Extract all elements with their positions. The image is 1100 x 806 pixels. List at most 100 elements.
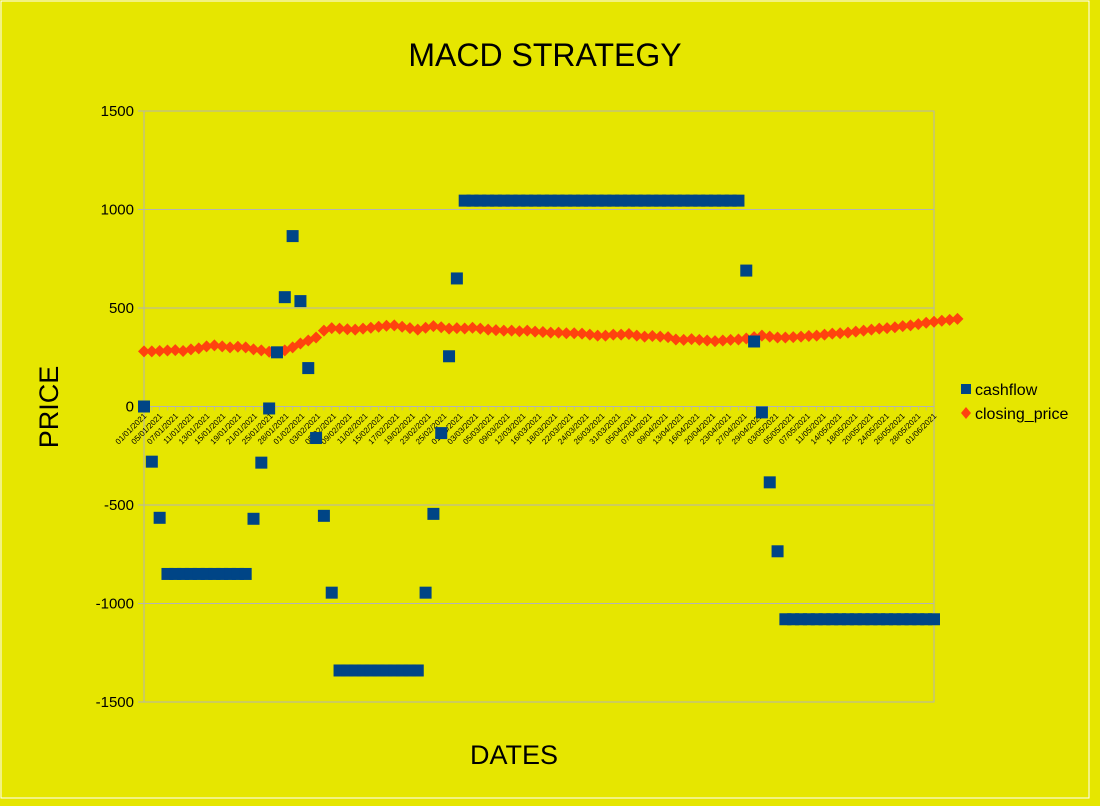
cashflow-point — [771, 545, 784, 558]
cashflow-point — [270, 346, 283, 359]
chart-title: MACD STRATEGY — [408, 37, 681, 73]
closing-price-point — [325, 322, 338, 335]
closing-price-point — [693, 333, 706, 346]
closing-price-point — [576, 327, 589, 340]
cashflow-point — [239, 567, 252, 580]
closing-price-point — [622, 328, 635, 341]
cashflow-point — [255, 456, 268, 469]
closing-price-point — [247, 343, 260, 356]
closing-price-point — [216, 340, 229, 353]
cashflow-point — [153, 511, 166, 524]
closing-price-point — [357, 322, 370, 335]
closing-price-point — [560, 327, 573, 340]
y-tick-label: -1000 — [96, 596, 134, 613]
y-tick-label: 500 — [109, 300, 134, 317]
closing-price-point — [372, 320, 385, 333]
closing-price-point — [536, 326, 549, 339]
closing-price-point — [834, 327, 847, 340]
closing-price-point — [255, 344, 268, 357]
closing-price-point — [951, 312, 964, 325]
cashflow-point — [317, 509, 330, 522]
closing-price-point — [888, 321, 901, 334]
closing-price-point — [489, 324, 502, 337]
closing-price-point — [599, 329, 612, 342]
closing-price-point — [857, 324, 870, 337]
y-tick-labels: -1500 -1000 -500 0 500 1000 1500 — [96, 103, 134, 711]
closing-price-point — [552, 326, 565, 339]
closing-price-point — [646, 329, 659, 342]
cashflow-point — [263, 402, 276, 415]
closing-price-point — [396, 320, 409, 333]
closing-price-point — [138, 345, 150, 358]
closing-price-point — [630, 329, 643, 342]
closing-price-point — [568, 327, 581, 340]
cashflow-point — [732, 194, 745, 207]
closing-price-point — [724, 333, 737, 346]
closing-price-point — [224, 341, 237, 354]
closing-price-point — [873, 322, 886, 335]
closing-price-point — [708, 335, 721, 348]
cashflow-point — [419, 586, 432, 599]
cashflow-point — [411, 664, 424, 677]
closing-price-point — [591, 329, 604, 342]
closing-price-point — [920, 316, 933, 329]
closing-price-point — [685, 333, 698, 346]
cashflow-point — [755, 406, 768, 419]
closing-price-point — [881, 322, 894, 335]
y-tick-label: -500 — [104, 497, 134, 514]
legend-cashflow-label: cashflow — [975, 382, 1038, 399]
cashflow-point — [435, 427, 448, 440]
closing-price-point — [231, 340, 244, 353]
closing-price-point — [935, 314, 948, 327]
closing-price-point — [364, 321, 377, 334]
closing-price-point — [677, 333, 690, 346]
closing-price-point — [505, 324, 518, 337]
closing-price-point — [943, 313, 956, 326]
closing-price-point — [787, 331, 800, 344]
closing-price-point — [341, 323, 354, 336]
closing-price-point — [153, 344, 166, 357]
closing-price-point — [388, 319, 401, 332]
closing-price-point — [169, 344, 182, 357]
cashflow-point — [310, 432, 323, 445]
y-tick-label: 0 — [126, 399, 134, 416]
y-tick-label: 1500 — [101, 103, 134, 120]
legend-closing-price-marker — [961, 407, 971, 419]
closing-price-point — [841, 326, 854, 339]
cashflow-point — [302, 362, 315, 375]
closing-price-point — [732, 333, 745, 346]
closing-price-point — [497, 324, 510, 337]
closing-price-point — [200, 340, 213, 353]
closing-price-point — [810, 329, 823, 342]
closing-price-point — [177, 344, 190, 357]
closing-price-point — [669, 333, 682, 346]
cashflow-point — [138, 400, 150, 413]
cashflow-point — [427, 507, 440, 520]
cashflow-point — [325, 586, 338, 599]
closing-price-point — [349, 323, 362, 336]
closing-price-point — [521, 324, 534, 337]
closing-price-point — [849, 325, 862, 338]
cashflow-point — [286, 230, 299, 243]
closing-price-point — [544, 326, 557, 339]
closing-price-point — [818, 328, 831, 341]
closing-price-point — [482, 323, 495, 336]
cashflow-point — [278, 291, 291, 304]
closing-price-point — [443, 322, 456, 335]
cashflow-point — [145, 455, 158, 468]
closing-price-point — [427, 320, 440, 333]
legend-cashflow-marker — [961, 384, 971, 394]
closing-price-point — [638, 330, 651, 343]
closing-price-point — [826, 327, 839, 340]
closing-price-point — [912, 318, 925, 331]
closing-price-point — [779, 331, 792, 344]
cashflow-point — [748, 335, 761, 348]
closing-price-point — [701, 334, 714, 347]
y-tick-label: -1500 — [96, 694, 134, 711]
closing-price-point — [403, 322, 416, 335]
closing-price-point — [802, 329, 815, 342]
closing-price-point — [161, 344, 174, 357]
